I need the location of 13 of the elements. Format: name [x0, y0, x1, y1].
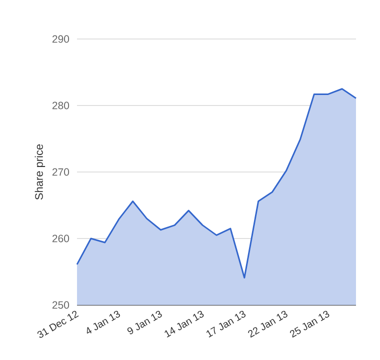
y-tick-label: 280 — [52, 102, 70, 110]
y-tick-label: 250 — [52, 301, 70, 309]
x-tick-label: 17 Jan 13 — [206, 310, 246, 338]
x-tick-label: 31 Dec 12 — [37, 310, 79, 338]
x-tick-label: 4 Jan 13 — [86, 310, 120, 334]
x-tick-label: 22 Jan 13 — [248, 310, 288, 338]
x-tick-label: 25 Jan 13 — [290, 310, 330, 338]
x-tick-label: 14 Jan 13 — [164, 310, 204, 338]
y-axis-title: Share price — [34, 144, 46, 200]
y-tick-label: 290 — [52, 35, 70, 43]
y-tick-label: 260 — [52, 234, 70, 242]
x-tick-label: 9 Jan 13 — [127, 310, 162, 334]
y-tick-label: 270 — [52, 168, 70, 176]
